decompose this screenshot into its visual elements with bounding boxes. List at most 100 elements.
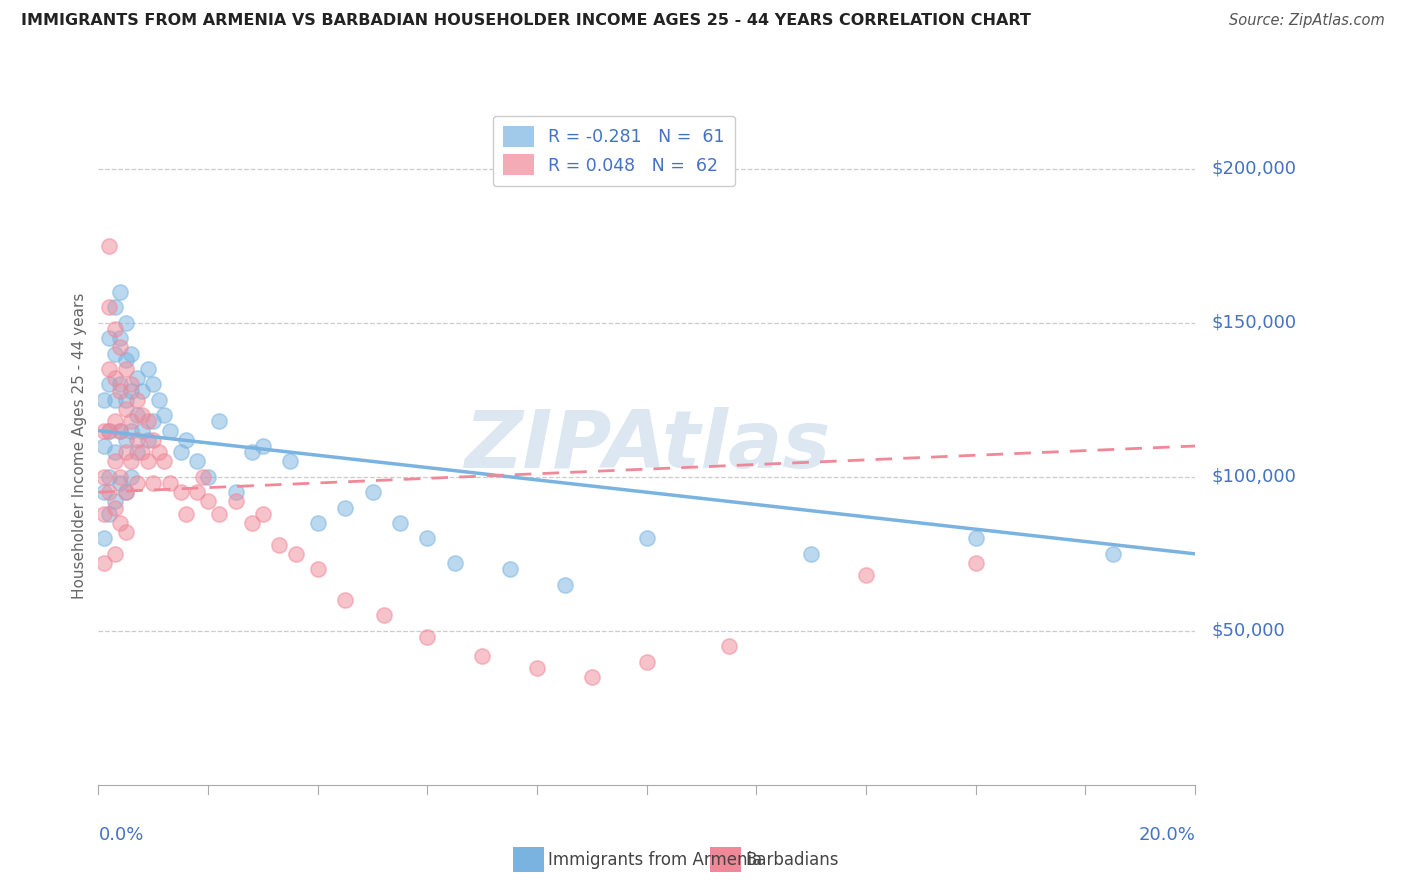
Point — [125, 408, 148, 422]
Point — [800, 547, 823, 561]
Point — [240, 445, 263, 459]
Point — [444, 556, 467, 570]
Point — [125, 445, 148, 459]
Point — [98, 377, 121, 392]
Point — [98, 301, 121, 315]
Point — [142, 475, 165, 490]
Point — [115, 485, 138, 500]
Point — [98, 362, 121, 376]
Point — [104, 500, 127, 515]
Point — [471, 648, 494, 663]
Point — [104, 371, 127, 385]
Point — [125, 392, 148, 407]
Point — [965, 556, 987, 570]
Point — [388, 516, 412, 530]
Point — [93, 470, 115, 484]
Point — [115, 316, 138, 330]
Point — [104, 301, 127, 315]
Text: 20.0%: 20.0% — [1139, 826, 1195, 844]
Text: ZIPAtlas: ZIPAtlas — [464, 407, 830, 485]
Point — [115, 392, 138, 407]
Point — [98, 331, 121, 345]
Point — [110, 424, 132, 438]
Point — [104, 322, 127, 336]
Point — [186, 485, 208, 500]
Point — [93, 556, 115, 570]
Text: $50,000: $50,000 — [1212, 622, 1285, 640]
Point — [208, 507, 231, 521]
Point — [110, 285, 132, 299]
Text: $200,000: $200,000 — [1212, 160, 1296, 178]
Point — [110, 516, 132, 530]
Point — [104, 414, 127, 428]
Point — [115, 402, 138, 417]
Point — [98, 424, 121, 438]
Point — [120, 414, 142, 428]
Point — [131, 384, 153, 398]
Point — [120, 384, 142, 398]
Point — [280, 454, 302, 468]
Point — [269, 538, 291, 552]
Legend: R = -0.281   N =  61, R = 0.048   N =  62: R = -0.281 N = 61, R = 0.048 N = 62 — [492, 116, 735, 186]
Point — [115, 445, 138, 459]
Point — [120, 424, 142, 438]
Point — [170, 445, 193, 459]
Point — [252, 439, 274, 453]
Text: 0.0%: 0.0% — [98, 826, 143, 844]
Point — [159, 475, 181, 490]
Point — [855, 568, 877, 582]
Point — [252, 507, 274, 521]
Point — [153, 454, 176, 468]
Point — [131, 424, 153, 438]
Point — [104, 392, 127, 407]
Text: Source: ZipAtlas.com: Source: ZipAtlas.com — [1229, 13, 1385, 29]
Point — [93, 439, 115, 453]
Point — [136, 362, 159, 376]
Point — [104, 454, 127, 468]
Point — [131, 408, 153, 422]
Point — [110, 424, 132, 438]
Point — [197, 470, 219, 484]
Point — [115, 352, 138, 367]
Point — [120, 346, 142, 360]
Point — [225, 494, 247, 508]
Point — [104, 445, 127, 459]
Point — [718, 640, 741, 654]
Text: IMMIGRANTS FROM ARMENIA VS BARBADIAN HOUSEHOLDER INCOME AGES 25 - 44 YEARS CORRE: IMMIGRANTS FROM ARMENIA VS BARBADIAN HOU… — [21, 13, 1031, 29]
Point — [120, 470, 142, 484]
Point — [307, 516, 329, 530]
Point — [373, 608, 395, 623]
Point — [170, 485, 193, 500]
Y-axis label: Householder Income Ages 25 - 44 years: Householder Income Ages 25 - 44 years — [72, 293, 87, 599]
Point — [110, 340, 132, 354]
Text: Barbadians: Barbadians — [745, 851, 839, 869]
Point — [225, 485, 247, 500]
Point — [416, 532, 439, 546]
Point — [581, 670, 603, 684]
Point — [120, 377, 142, 392]
Point — [136, 454, 159, 468]
Point — [125, 371, 148, 385]
Point — [115, 525, 138, 540]
Point — [110, 377, 132, 392]
Point — [115, 362, 138, 376]
Point — [335, 593, 357, 607]
Point — [115, 433, 138, 447]
Point — [142, 433, 165, 447]
Text: Immigrants from Armenia: Immigrants from Armenia — [548, 851, 762, 869]
Point — [110, 331, 132, 345]
Point — [240, 516, 263, 530]
Point — [526, 661, 548, 675]
Point — [98, 424, 121, 438]
Point — [93, 424, 115, 438]
Point — [335, 500, 357, 515]
Point — [636, 532, 658, 546]
Point — [104, 547, 127, 561]
Point — [93, 485, 115, 500]
Point — [284, 547, 307, 561]
Point — [98, 470, 121, 484]
Point — [93, 532, 115, 546]
Point — [125, 433, 148, 447]
Point — [110, 475, 132, 490]
Point — [174, 433, 197, 447]
